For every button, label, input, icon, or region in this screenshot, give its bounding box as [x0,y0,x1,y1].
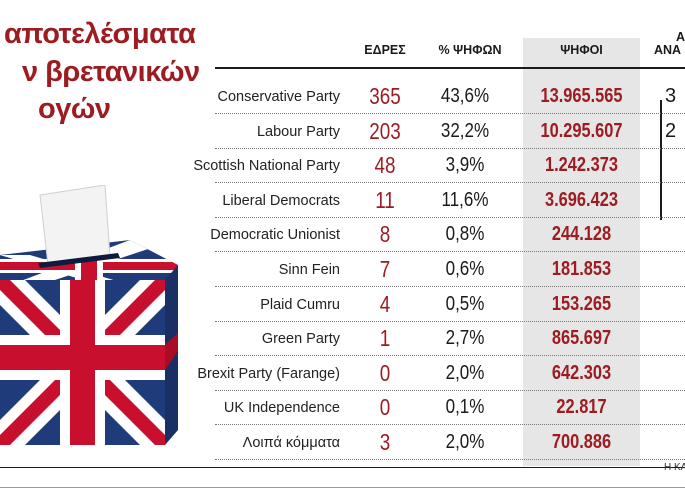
row-separator [215,389,685,391]
party-name: Green Party [261,331,340,348]
seats-value: 4 [379,290,391,317]
party-name: Plaid Cumru [260,296,340,313]
table-row: Λοιπά κόμματα 3 2,0% 700.886 [0,426,685,460]
vote-share-value: 0,6% [445,258,485,280]
cut-column-value: 3 [665,85,677,107]
vote-share-value: 2,0% [445,361,485,384]
ballot-box-illustration [0,184,200,450]
row-separator [215,182,685,184]
header-seats: ΕΔΡΕΣ [364,43,406,57]
votes-value: 642.303 [551,361,612,384]
seats-value: 3 [379,429,391,455]
ballot-box-icon [0,184,178,445]
party-name: Sinn Fein [278,262,340,278]
table-row: Sinn Fein 7 0,6% 181.853 [0,253,685,287]
row-separator [215,286,685,287]
votes-value: 865.697 [551,327,612,350]
bottom-rule-2 [0,487,685,488]
party-name: Λοιπά κόμματα [242,435,340,451]
column-divider [660,100,662,220]
votes-value: 22.817 [556,396,607,419]
party-name: Brexit Party (Farange) [197,365,340,382]
row-separator [215,216,685,218]
votes-value: 10.295.607 [540,119,623,142]
votes-value: 153.265 [551,292,612,315]
vote-share-value: 2,7% [445,327,485,350]
row-separator [215,320,685,322]
party-name: Conservative Party [217,89,341,105]
votes-value: 13.965.565 [540,85,623,107]
votes-value: 244.128 [551,223,612,246]
seats-value: 11 [375,186,395,213]
table-row: Conservative Party 365 43,6% 13.965.565 3 [0,80,685,114]
seats-value: 0 [379,359,391,386]
header-votes: ΨΗΦΟΙ [560,43,603,57]
title-line-3: ογών [38,93,111,125]
votes-value: 1.242.373 [545,154,618,177]
vote-share-value: 0,8% [445,223,485,246]
party-name: Liberal Democrats [222,192,340,209]
seats-value: 48 [374,152,396,179]
votes-value: 700.886 [551,431,612,453]
table-row: Green Party 1 2,7% 865.697 [0,322,685,357]
vote-share-value: 3,9% [445,154,485,177]
party-name: Labour Party [256,123,340,140]
header-cut-top: Α [676,30,685,44]
header-pct: % ΨΗΦΩΝ [438,43,502,57]
header-cut-bottom: ΑΝΑ [654,43,682,57]
vote-share-value: 0,1% [445,396,485,419]
cut-column-value: 2 [665,119,677,142]
seats-value: 1 [379,325,391,352]
vote-share-value: 0,5% [445,292,485,315]
party-name: Scottish National Party [193,158,340,175]
title-line-2: ν βρετανικών [22,56,200,88]
title-line-1: αποτελέσματα [4,18,196,50]
seats-value: 0 [379,394,391,421]
credit: Η ΚΑ [664,462,685,473]
row-separator [215,355,685,357]
table-row: Democratic Unionist 8 0,8% 244.128 [0,218,685,253]
table-row: Plaid Cumru 4 0,5% 153.265 [0,288,685,322]
table-row: Liberal Democrats 11 11,6% 3.696.423 [0,184,685,218]
row-separator [215,251,685,253]
party-name: Democratic Unionist [210,227,340,244]
row-separator [215,459,685,460]
party-name: UK Independence [223,400,340,417]
seats-value: 8 [379,221,391,248]
bottom-rule [0,467,685,468]
votes-value: 181.853 [551,258,612,280]
seats-value: 203 [369,117,401,144]
row-separator [215,147,685,149]
vote-share-value: 43,6% [440,85,490,107]
vote-share-value: 32,2% [440,119,490,142]
table-row: Scottish National Party 48 3,9% 1.242.373 [0,149,685,184]
row-separator [215,113,685,114]
votes-value: 3.696.423 [545,188,618,211]
table-row: Labour Party 203 32,2% 10.295.607 2 [0,115,685,149]
table-row: UK Independence 0 0,1% 22.817 [0,391,685,426]
table-row: Brexit Party (Farange) 0 2,0% 642.303 [0,357,685,391]
header-rule [215,67,685,69]
seats-value: 365 [369,83,401,109]
vote-share-value: 11,6% [441,188,489,211]
vote-share-value: 2,0% [445,431,485,453]
row-separator [215,424,685,426]
seats-value: 7 [379,256,391,282]
